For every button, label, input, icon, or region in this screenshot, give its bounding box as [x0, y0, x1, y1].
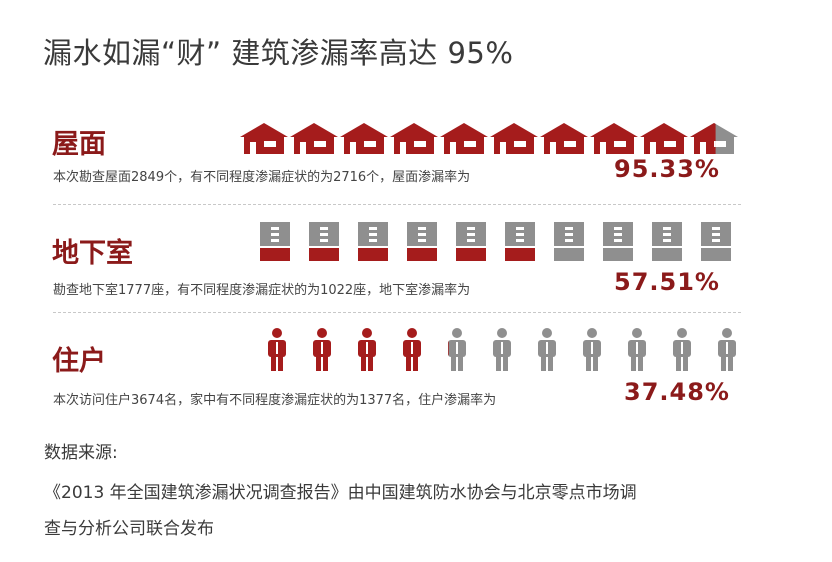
page-title: 漏水如漏“财” 建筑渗漏率高达 95% — [43, 36, 514, 70]
house-icon — [340, 123, 388, 154]
house-icon — [640, 123, 688, 154]
person-icon — [448, 328, 466, 371]
person-icon — [268, 328, 286, 371]
row-rate-roof: 95.33% — [614, 155, 720, 183]
row-label-basement: 地下室 — [52, 238, 133, 269]
building-icon — [554, 222, 584, 261]
person-icon — [313, 328, 331, 371]
person-icon — [358, 328, 376, 371]
row-label-household: 住户 — [52, 346, 106, 377]
building-icon — [407, 222, 437, 261]
house-icon — [240, 123, 288, 154]
person-icon — [718, 328, 736, 371]
house-icon — [540, 123, 588, 154]
building-icon — [358, 222, 388, 261]
row-rate-basement: 57.51% — [614, 268, 720, 296]
source-line-2: 查与分析公司联合发布 — [44, 519, 214, 539]
building-icon — [309, 222, 339, 261]
building-icon — [505, 222, 535, 261]
person-icon-filled-part — [448, 341, 449, 356]
house-icon-filled-part — [690, 123, 716, 154]
building-icon — [456, 222, 486, 261]
house-icon — [440, 123, 488, 154]
building-icon — [603, 222, 633, 261]
person-icon — [583, 328, 601, 371]
house-icon — [290, 123, 338, 154]
row-description-roof: 本次勘查屋面2849个，有不同程度渗漏症状的为2716个，屋面渗漏率为 — [53, 170, 471, 185]
row-divider — [53, 204, 741, 205]
person-icon — [628, 328, 646, 371]
source-heading: 数据来源: — [44, 443, 118, 463]
house-icon — [690, 123, 738, 154]
building-icon — [652, 222, 682, 261]
person-icon — [493, 328, 511, 371]
row-description-basement: 勘查地下室1777座，有不同程度渗漏症状的为1022座，地下室渗漏率为 — [53, 283, 471, 298]
person-icon — [673, 328, 691, 371]
house-icon — [590, 123, 638, 154]
person-icon — [538, 328, 556, 371]
row-label-roof: 屋面 — [52, 129, 106, 160]
house-icon — [490, 123, 538, 154]
building-icon — [701, 222, 731, 261]
person-icon — [403, 328, 421, 371]
row-divider — [53, 312, 741, 313]
row-rate-household: 37.48% — [624, 378, 730, 406]
source-line-1: 《2013 年全国建筑渗漏状况调查报告》由中国建筑防水协会与北京零点市场调 — [44, 483, 637, 503]
building-icon — [260, 222, 290, 261]
house-icon — [390, 123, 438, 154]
row-description-household: 本次访问住户3674名，家中有不同程度渗漏症状的为1377名，住户渗漏率为 — [53, 393, 497, 408]
